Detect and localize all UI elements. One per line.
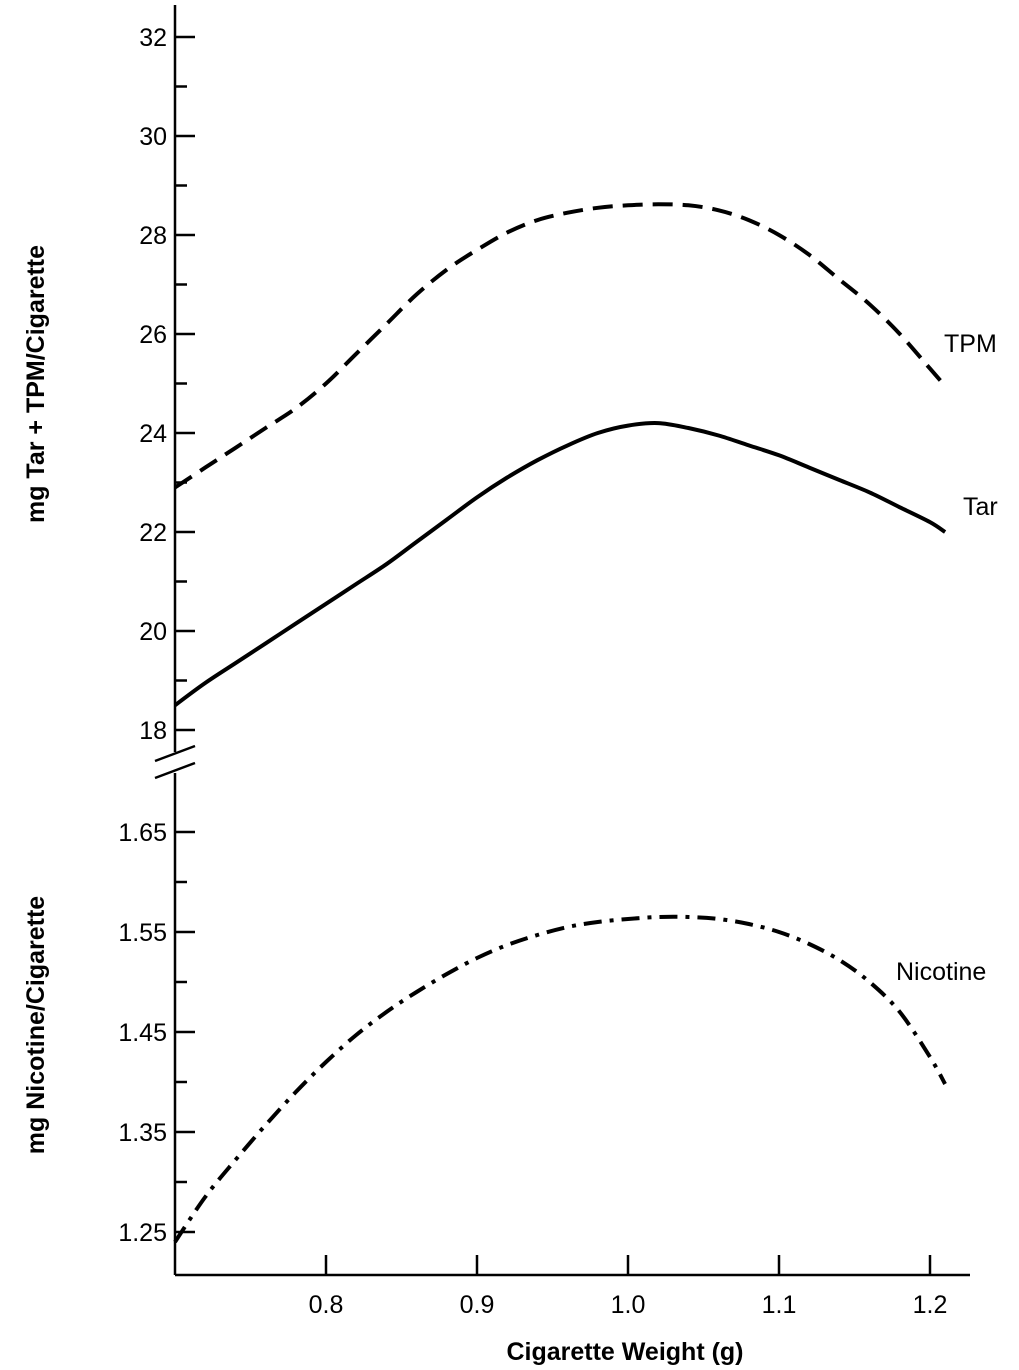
x-tick-label: 0.9 bbox=[460, 1291, 495, 1319]
axes: 18 20 22 24 26 28 30 32 1.25 1.35 1.45 1.55 1.65 0.8 0… bbox=[118, 5, 970, 1319]
series-line-tar bbox=[173, 421, 947, 707]
series-line-tpm bbox=[173, 202, 947, 490]
axis-break-mark bbox=[154, 761, 196, 780]
y-tick-label-upper: 32 bbox=[139, 24, 167, 52]
y-tick-label-upper: 18 bbox=[139, 717, 167, 745]
x-tick-label: 1.2 bbox=[913, 1291, 948, 1319]
x-tick-label: 0.8 bbox=[309, 1291, 344, 1319]
y-axis-title-lower: mg Nicotine/Cigarette bbox=[22, 896, 50, 1154]
y-tick-label-upper: 30 bbox=[139, 123, 167, 151]
y-tick-label-lower: 1.35 bbox=[118, 1119, 167, 1147]
y-tick-label-upper: 22 bbox=[139, 519, 167, 547]
x-axis-title: Cigarette Weight (g) bbox=[506, 1338, 743, 1366]
y-tick-label-upper: 24 bbox=[139, 420, 167, 448]
y-tick-label-upper: 26 bbox=[139, 321, 167, 349]
x-tick-label: 1.0 bbox=[611, 1291, 646, 1319]
series-label-tar: Tar bbox=[963, 493, 998, 521]
x-tick-label: 1.1 bbox=[762, 1291, 797, 1319]
y-tick-label-lower: 1.65 bbox=[118, 819, 167, 847]
chart-marks bbox=[173, 202, 947, 1244]
y-tick-label-lower: 1.55 bbox=[118, 919, 167, 947]
axis-break-mark bbox=[154, 744, 196, 763]
y-tick-label-lower: 1.25 bbox=[118, 1219, 167, 1247]
series-line-nicotine bbox=[173, 914, 947, 1244]
series-label-tpm: TPM bbox=[944, 330, 997, 358]
series-label-nicotine: Nicotine bbox=[896, 958, 986, 986]
y-tick-label-upper: 28 bbox=[139, 222, 167, 250]
y-axis-title-upper: mg Tar + TPM/Cigarette bbox=[22, 245, 50, 523]
y-tick-label-lower: 1.45 bbox=[118, 1019, 167, 1047]
y-tick-label-upper: 20 bbox=[139, 618, 167, 646]
